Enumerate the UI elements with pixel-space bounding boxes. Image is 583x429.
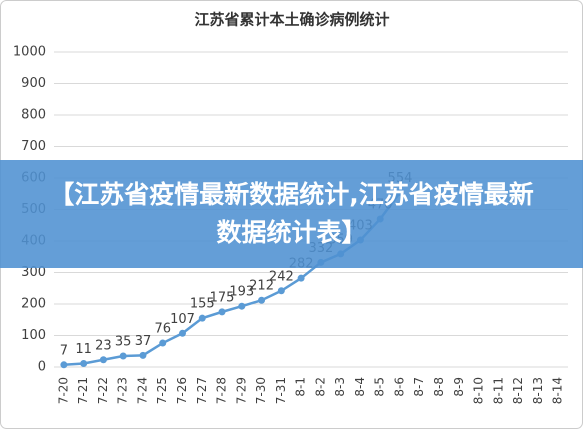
point <box>238 302 246 310</box>
x-tick-label: 8-9 <box>452 377 466 397</box>
point <box>119 352 127 360</box>
point <box>277 287 285 295</box>
x-tick-label: 8-7 <box>412 377 426 397</box>
x-tick-label: 7-21 <box>76 377 90 404</box>
y-tick-label: 300 <box>21 265 46 280</box>
point <box>159 339 167 347</box>
x-tick-label: 7-28 <box>215 377 229 404</box>
point <box>198 314 206 322</box>
x-tick-label: 7-29 <box>234 377 248 404</box>
x-tick-label: 7-23 <box>116 377 130 404</box>
y-tick-label: 100 <box>21 328 46 343</box>
point <box>218 308 226 316</box>
data-label: 11 <box>75 342 92 357</box>
x-tick-label: 8-1 <box>294 377 308 397</box>
data-label: 7 <box>60 343 68 358</box>
data-label: 23 <box>95 338 112 353</box>
y-tick-label: 1000 <box>13 45 46 60</box>
x-tick-label: 8-11 <box>491 377 505 404</box>
x-tick-label: 7-25 <box>155 377 169 404</box>
data-label: 76 <box>154 322 171 337</box>
x-tick-label: 8-3 <box>333 377 347 397</box>
point <box>80 360 88 368</box>
x-tick-label: 8-12 <box>511 377 525 404</box>
point <box>258 296 266 304</box>
data-label: 242 <box>269 269 294 284</box>
point <box>99 356 107 364</box>
x-tick-label: 8-14 <box>551 377 565 404</box>
data-label: 212 <box>249 279 274 294</box>
y-tick-label: 0 <box>38 360 46 375</box>
data-label: 155 <box>190 297 215 312</box>
x-tick-label: 8-5 <box>373 377 387 397</box>
overlay-banner: 【江苏省疫情最新数据统计,江苏省疫情最新数据统计表】 <box>0 160 583 268</box>
data-label: 107 <box>170 312 195 327</box>
x-tick-label: 7-20 <box>56 377 70 404</box>
point <box>179 329 186 337</box>
x-tick-label: 7-26 <box>175 377 189 404</box>
x-tick-label: 7-22 <box>96 377 110 404</box>
y-tick-label: 800 <box>21 108 46 123</box>
x-tick-label: 8-8 <box>432 377 446 397</box>
data-label: 193 <box>229 285 254 300</box>
point <box>297 274 305 282</box>
point <box>60 361 68 369</box>
data-label: 175 <box>210 290 235 305</box>
data-label: 37 <box>135 334 152 349</box>
x-tick-label: 7-24 <box>135 377 149 404</box>
point <box>139 351 147 359</box>
data-label: 35 <box>115 334 132 349</box>
x-tick-label: 7-31 <box>274 377 288 404</box>
y-tick-label: 900 <box>21 76 46 91</box>
chart-title: 江苏省累计本土确诊病例统计 <box>194 11 389 29</box>
overlay-title: 【江苏省疫情最新数据统计,江苏省疫情最新数据统计表】 <box>49 180 534 247</box>
y-tick-label: 700 <box>21 139 46 154</box>
y-tick-label: 200 <box>21 297 46 312</box>
x-tick-label: 8-2 <box>313 377 327 397</box>
x-tick-label: 7-27 <box>195 377 209 404</box>
x-tick-label: 8-13 <box>531 377 545 404</box>
x-tick-label: 8-6 <box>392 377 406 397</box>
x-tick-label: 7-30 <box>254 377 268 404</box>
x-tick-label: 8-4 <box>353 377 367 397</box>
x-tick-label: 8-10 <box>472 377 486 404</box>
